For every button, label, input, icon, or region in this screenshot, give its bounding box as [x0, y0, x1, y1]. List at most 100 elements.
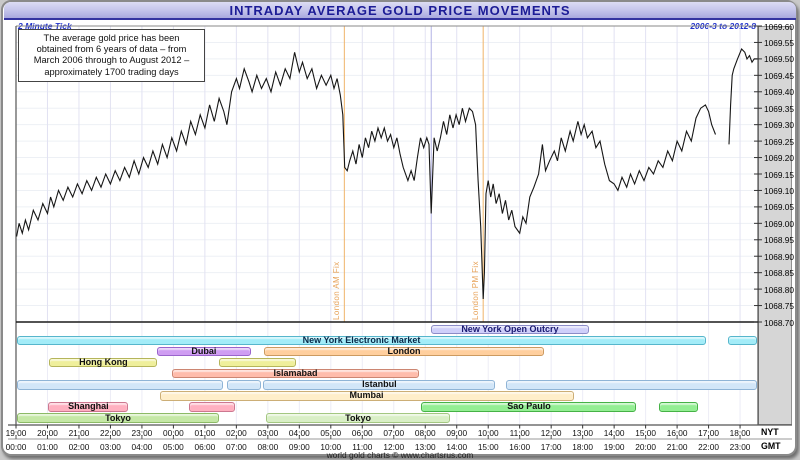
- price-axis-label: 1069.60: [764, 21, 794, 32]
- time-label-gmt: 10:00: [320, 441, 342, 452]
- session-bar-label: Dubai: [191, 345, 217, 356]
- time-label-gmt: 09:00: [288, 441, 310, 452]
- session-bar-new-york-open-outcry: New York Open Outcry: [430, 323, 590, 335]
- time-label-nyt: 07:00: [383, 427, 405, 438]
- time-label-gmt: 00:00: [5, 441, 27, 452]
- time-label-gmt: 13:00: [414, 441, 436, 452]
- session-bar-istanbul-late: [505, 380, 758, 390]
- session-bar-label: Hong Kong: [79, 357, 128, 368]
- time-label-nyt: 14:00: [603, 427, 625, 438]
- session-bar-sao-paulo-late: [659, 402, 699, 412]
- time-label-gmt: 05:00: [163, 441, 184, 452]
- price-axis-label: 1068.75: [764, 301, 794, 312]
- date-range-label: 2006-3 to 2012-8: [690, 21, 756, 31]
- fix-label-london-pm-fix: London PM Fix: [470, 260, 480, 320]
- time-label-gmt: 12:00: [383, 441, 405, 452]
- time-label-gmt: 18:00: [572, 441, 594, 452]
- session-bar-istanbul-early: [16, 380, 224, 390]
- fix-label-london-am-fix: London AM Fix: [331, 261, 341, 320]
- session-bar-hong-kong-afternoon: [219, 357, 297, 368]
- price-axis-label: 1069.50: [764, 54, 794, 65]
- session-bar-istanbul-mid: [226, 380, 261, 390]
- price-axis-label: 1069.10: [764, 185, 794, 196]
- time-label-gmt: 17:00: [540, 441, 562, 452]
- time-label-gmt: 03:00: [100, 441, 121, 452]
- time-label-gmt: 22:00: [698, 441, 719, 452]
- time-label-nyt: 00:00: [163, 427, 184, 438]
- time-label-nyt: 20:00: [37, 427, 58, 438]
- time-label-gmt: 06:00: [194, 441, 216, 452]
- time-label-nyt: 08:00: [414, 427, 436, 438]
- session-bar-tokyo: Tokyo: [16, 412, 220, 423]
- price-axis-label: 1068.70: [764, 317, 794, 328]
- time-label-gmt: 01:00: [37, 441, 58, 452]
- time-label-gmt: 23:00: [729, 441, 751, 452]
- session-bar-shanghai-afternoon: [188, 402, 236, 412]
- title-bar: INTRADAY AVERAGE GOLD PRICE MOVEMENTS: [4, 2, 796, 20]
- page-title: INTRADAY AVERAGE GOLD PRICE MOVEMENTS: [229, 3, 571, 18]
- annotation-line: The average gold price has been: [43, 33, 180, 43]
- session-bar-label: Mumbai: [349, 390, 384, 401]
- price-axis-label: 1069.15: [764, 169, 794, 180]
- session-bar-london: London: [264, 346, 544, 357]
- annotation-line: approximately 1700 trading days: [44, 66, 179, 77]
- session-bar-new-york-electronic-market: New York Electronic Market: [16, 334, 707, 346]
- time-label-nyt: 10:00: [477, 427, 499, 438]
- time-label-nyt: 22:00: [100, 427, 121, 438]
- price-axis-label: 1069.25: [764, 136, 794, 147]
- session-bar-islamabad: Islamabad: [172, 368, 419, 379]
- time-label-gmt: 20:00: [635, 441, 656, 452]
- time-label-gmt: 15:00: [477, 441, 499, 452]
- time-label-nyt: 15:00: [635, 427, 656, 438]
- price-axis-label: 1069.35: [764, 103, 794, 114]
- time-label-nyt: 02:00: [225, 427, 247, 438]
- annotation-box: The average gold price has been obtained…: [18, 29, 205, 82]
- time-label-nyt: 18:00: [729, 427, 751, 438]
- price-axis-label: 1069.30: [764, 120, 794, 131]
- price-axis-label: 1069.05: [764, 202, 794, 213]
- time-label-nyt: 19:00: [5, 427, 27, 438]
- time-label-gmt: 04:00: [131, 441, 153, 452]
- session-bar-label: New York Electronic Market: [302, 334, 421, 345]
- time-label-nyt: 09:00: [446, 427, 468, 438]
- time-label-gmt: 19:00: [603, 441, 625, 452]
- gmt-unit-label: GMT: [761, 441, 781, 451]
- time-label-nyt: 23:00: [131, 427, 153, 438]
- price-axis-label: 1069.00: [764, 218, 794, 229]
- credit-text: world gold charts © www.chartsrus.com: [326, 449, 474, 460]
- price-axis-label: 1068.80: [764, 284, 794, 295]
- session-bar-sao-paulo: Sao Paulo: [421, 401, 637, 412]
- price-axis-label: 1069.45: [764, 70, 794, 81]
- price-axis-label: 1068.90: [764, 251, 794, 262]
- time-label-nyt: 05:00: [320, 427, 342, 438]
- time-label-gmt: 16:00: [509, 441, 531, 452]
- time-label-nyt: 13:00: [572, 427, 594, 438]
- time-label-nyt: 21:00: [68, 427, 90, 438]
- time-label-gmt: 14:00: [446, 441, 468, 452]
- session-bar-istanbul: Istanbul: [263, 380, 496, 390]
- time-label-gmt: 02:00: [68, 441, 90, 452]
- nyt-unit-label: NYT: [761, 427, 779, 437]
- time-label-nyt: 11:00: [509, 427, 530, 438]
- session-bar-hong-kong: Hong Kong: [49, 357, 158, 368]
- session-bar-new-york-electronic-market-late: [728, 335, 758, 346]
- time-label-nyt: 04:00: [288, 427, 310, 438]
- session-bar-tokyo-evening: Tokyo: [265, 413, 451, 423]
- price-axis-label: 1069.20: [764, 153, 794, 164]
- time-label-nyt: 01:00: [194, 427, 216, 438]
- time-label-gmt: 07:00: [225, 441, 247, 452]
- annotation-line: March 2006 through to August 2012 –: [33, 55, 190, 66]
- session-bar-mumbai: Mumbai: [159, 390, 574, 401]
- session-bar-label: New York Open Outcry: [461, 323, 559, 334]
- time-label-nyt: 03:00: [257, 427, 279, 438]
- session-bar-shanghai: Shanghai: [48, 402, 129, 412]
- time-label-gmt: 11:00: [352, 441, 373, 452]
- annotation-line: obtained from 6 years of data – from: [36, 44, 187, 55]
- price-axis-label: 1068.85: [764, 268, 794, 279]
- session-bar-label: Tokyo: [105, 412, 131, 423]
- session-bar-label: Sao Paulo: [507, 401, 551, 412]
- price-axis-label: 1068.95: [764, 235, 794, 246]
- session-bar-label: Islamabad: [273, 368, 318, 379]
- time-label-gmt: 08:00: [257, 441, 279, 452]
- time-label-nyt: 06:00: [351, 427, 373, 438]
